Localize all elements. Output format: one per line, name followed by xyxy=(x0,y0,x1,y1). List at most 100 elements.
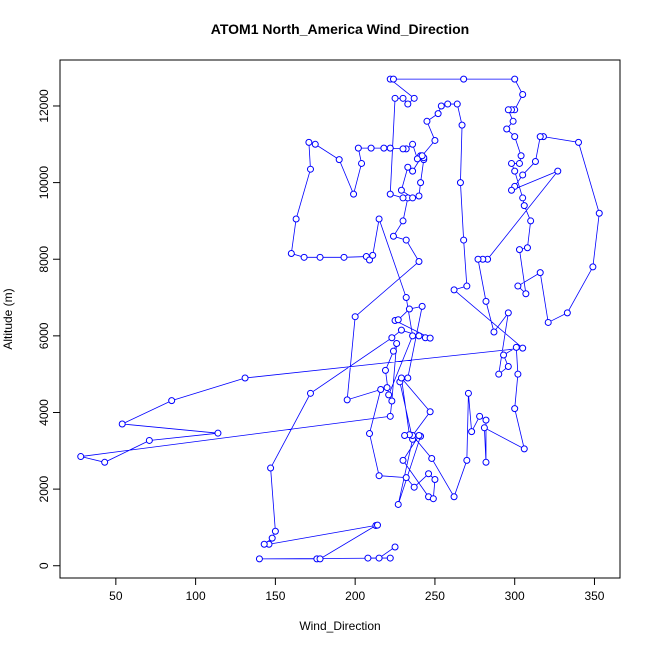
data-point xyxy=(531,158,539,166)
data-point xyxy=(514,282,522,290)
data-point xyxy=(527,217,535,225)
data-point xyxy=(431,476,439,484)
x-tick-label: 350 xyxy=(584,589,604,603)
data-point xyxy=(523,244,531,252)
data-point xyxy=(388,397,396,405)
data-point xyxy=(386,144,394,152)
data-point xyxy=(399,145,407,153)
data-point xyxy=(306,389,314,397)
data-point xyxy=(394,500,402,508)
data-point xyxy=(316,555,324,563)
data-point xyxy=(366,256,374,264)
data-point xyxy=(517,152,525,160)
data-point xyxy=(375,215,383,223)
data-point xyxy=(410,483,418,491)
data-point xyxy=(434,110,442,118)
data-point xyxy=(511,405,519,413)
data-point xyxy=(389,347,397,355)
data-point xyxy=(515,246,523,254)
data-point xyxy=(575,138,583,146)
data-point xyxy=(482,416,490,424)
data-point xyxy=(522,290,530,298)
data-point xyxy=(512,343,520,351)
data-point xyxy=(316,253,324,261)
data-point xyxy=(426,408,434,416)
data-point xyxy=(354,144,362,152)
data-point xyxy=(589,263,597,271)
data-point xyxy=(464,389,472,397)
data-point xyxy=(391,543,399,551)
data-point xyxy=(399,194,407,202)
data-point xyxy=(364,554,372,562)
data-point xyxy=(563,309,571,317)
data-point xyxy=(511,133,519,141)
data-point xyxy=(429,495,437,503)
data-point xyxy=(409,194,417,202)
series-line xyxy=(80,78,600,560)
data-point xyxy=(453,100,461,108)
data-point xyxy=(456,179,464,187)
y-axis-label: Altitude (m) xyxy=(1,288,15,349)
data-point xyxy=(463,282,471,290)
data-point xyxy=(415,192,423,200)
data-point xyxy=(417,179,425,187)
data-point xyxy=(423,117,431,125)
data-point xyxy=(519,194,527,202)
data-point xyxy=(373,521,381,529)
data-point xyxy=(118,420,126,428)
data-point xyxy=(460,236,468,244)
data-point xyxy=(145,436,153,444)
data-point xyxy=(101,458,109,466)
data-point xyxy=(268,534,276,542)
data-point xyxy=(399,456,407,464)
x-axis-label: Wind_Direction xyxy=(299,619,380,633)
data-point xyxy=(519,171,527,179)
data-point xyxy=(418,152,426,160)
data-point xyxy=(431,136,439,144)
data-point xyxy=(389,232,397,240)
data-point xyxy=(386,190,394,198)
data-point xyxy=(520,202,528,210)
data-point xyxy=(399,94,407,102)
y-tick-label: 4000 xyxy=(37,399,51,426)
data-point xyxy=(463,456,471,464)
data-point xyxy=(544,318,552,326)
data-point xyxy=(511,167,519,175)
x-tick-label: 150 xyxy=(265,589,285,603)
data-point xyxy=(519,90,527,98)
data-point xyxy=(444,100,452,108)
chart-title: ATOM1 North_America Wind_Direction xyxy=(211,21,469,37)
data-point xyxy=(426,334,434,342)
data-point xyxy=(377,385,385,393)
data-point xyxy=(409,167,417,175)
data-point xyxy=(267,464,275,472)
data-point xyxy=(509,117,517,125)
data-point xyxy=(305,138,313,146)
data-point xyxy=(369,251,377,259)
data-point xyxy=(425,470,433,478)
data-point xyxy=(397,326,405,334)
data-point xyxy=(306,165,314,173)
data-point xyxy=(385,391,393,399)
data-point xyxy=(255,555,263,563)
data-point xyxy=(490,328,498,336)
data-point xyxy=(394,316,402,324)
data-point xyxy=(367,144,375,152)
y-tick-label: 2000 xyxy=(37,475,51,502)
y-tick-label: 6000 xyxy=(37,322,51,349)
data-point xyxy=(409,140,417,148)
data-point xyxy=(504,309,512,317)
data-point xyxy=(415,258,423,266)
data-point xyxy=(468,428,476,436)
data-point xyxy=(482,458,490,466)
data-point xyxy=(402,294,410,302)
data-point xyxy=(402,474,410,482)
data-point xyxy=(389,75,397,83)
data-point xyxy=(404,100,412,108)
data-point xyxy=(409,332,417,340)
data-point xyxy=(260,540,268,548)
data-point xyxy=(511,75,519,83)
data-point xyxy=(474,255,482,263)
data-point xyxy=(271,527,279,535)
data-point xyxy=(482,297,490,305)
